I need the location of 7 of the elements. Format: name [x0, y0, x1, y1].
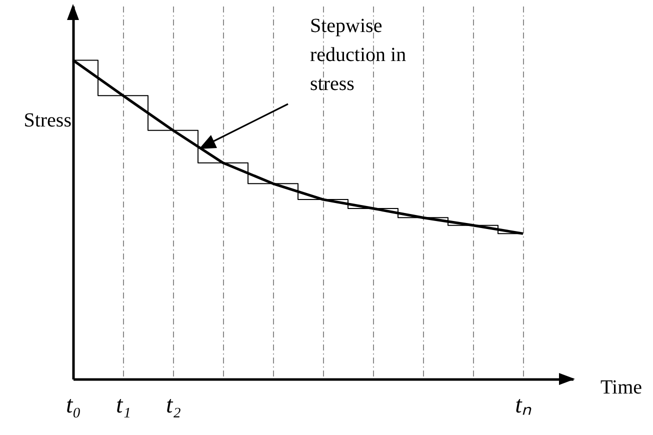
x-tick-label: t₂	[166, 392, 182, 418]
annotation: Stepwise reduction in stress	[310, 14, 408, 97]
x-tick-label: tₙ	[515, 392, 532, 418]
x-tick-label: t₀	[66, 392, 82, 418]
y-axis-title: Stress	[24, 110, 72, 132]
x-tick-label: t₁	[116, 392, 132, 418]
x-axis-title: Time	[600, 376, 642, 398]
